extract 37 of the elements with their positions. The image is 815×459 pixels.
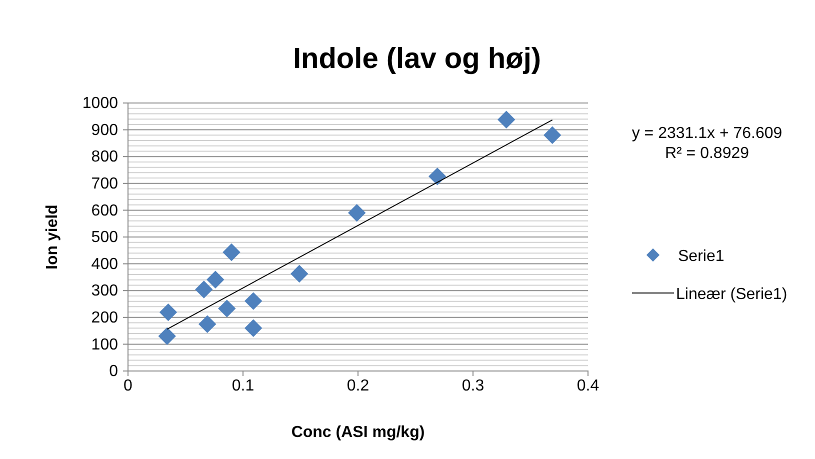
legend-label: Lineær (Serie1)	[676, 286, 788, 303]
point	[290, 264, 308, 283]
y-tick-label: 800	[91, 148, 118, 166]
x-axis-title: Conc (ASI mg/kg)	[291, 424, 425, 441]
x-tick-label: 0.4	[576, 377, 600, 394]
y-tick-label: 0	[109, 363, 118, 380]
y-tick-label: 700	[91, 176, 118, 193]
point	[218, 300, 236, 318]
x-tick-label: 0.1	[232, 377, 254, 394]
point	[195, 280, 213, 298]
y-axis-title: Ion yield	[44, 204, 61, 270]
y-tick-label: 400	[91, 256, 118, 273]
point	[159, 303, 178, 322]
point	[497, 110, 516, 128]
legend-label: Serie1	[678, 248, 724, 265]
y-tick-label: 1000	[82, 95, 118, 112]
y-tick-label: 500	[91, 229, 118, 246]
point	[428, 168, 446, 186]
y-tick-label: 100	[91, 336, 118, 354]
y-tick-label: 600	[91, 202, 118, 220]
chart-title: Indole (lav og høj)	[292, 43, 542, 75]
y-tick-label: 200	[91, 310, 118, 327]
x-tick-label: 0.3	[462, 377, 484, 394]
x-tick-label: 0.2	[346, 377, 370, 394]
point	[198, 315, 216, 333]
point	[244, 292, 262, 310]
text: R² = 0.8929	[664, 145, 750, 162]
point	[543, 126, 562, 144]
y-tick-label: 300	[91, 282, 118, 300]
point	[158, 327, 176, 346]
x-tick-label: 0	[124, 377, 133, 394]
text: y = 2331.1x + 76.609	[632, 125, 782, 142]
point	[206, 270, 224, 288]
point	[244, 319, 262, 337]
y-tick-label: 900	[91, 122, 118, 139]
point	[222, 243, 240, 262]
point	[348, 204, 366, 222]
